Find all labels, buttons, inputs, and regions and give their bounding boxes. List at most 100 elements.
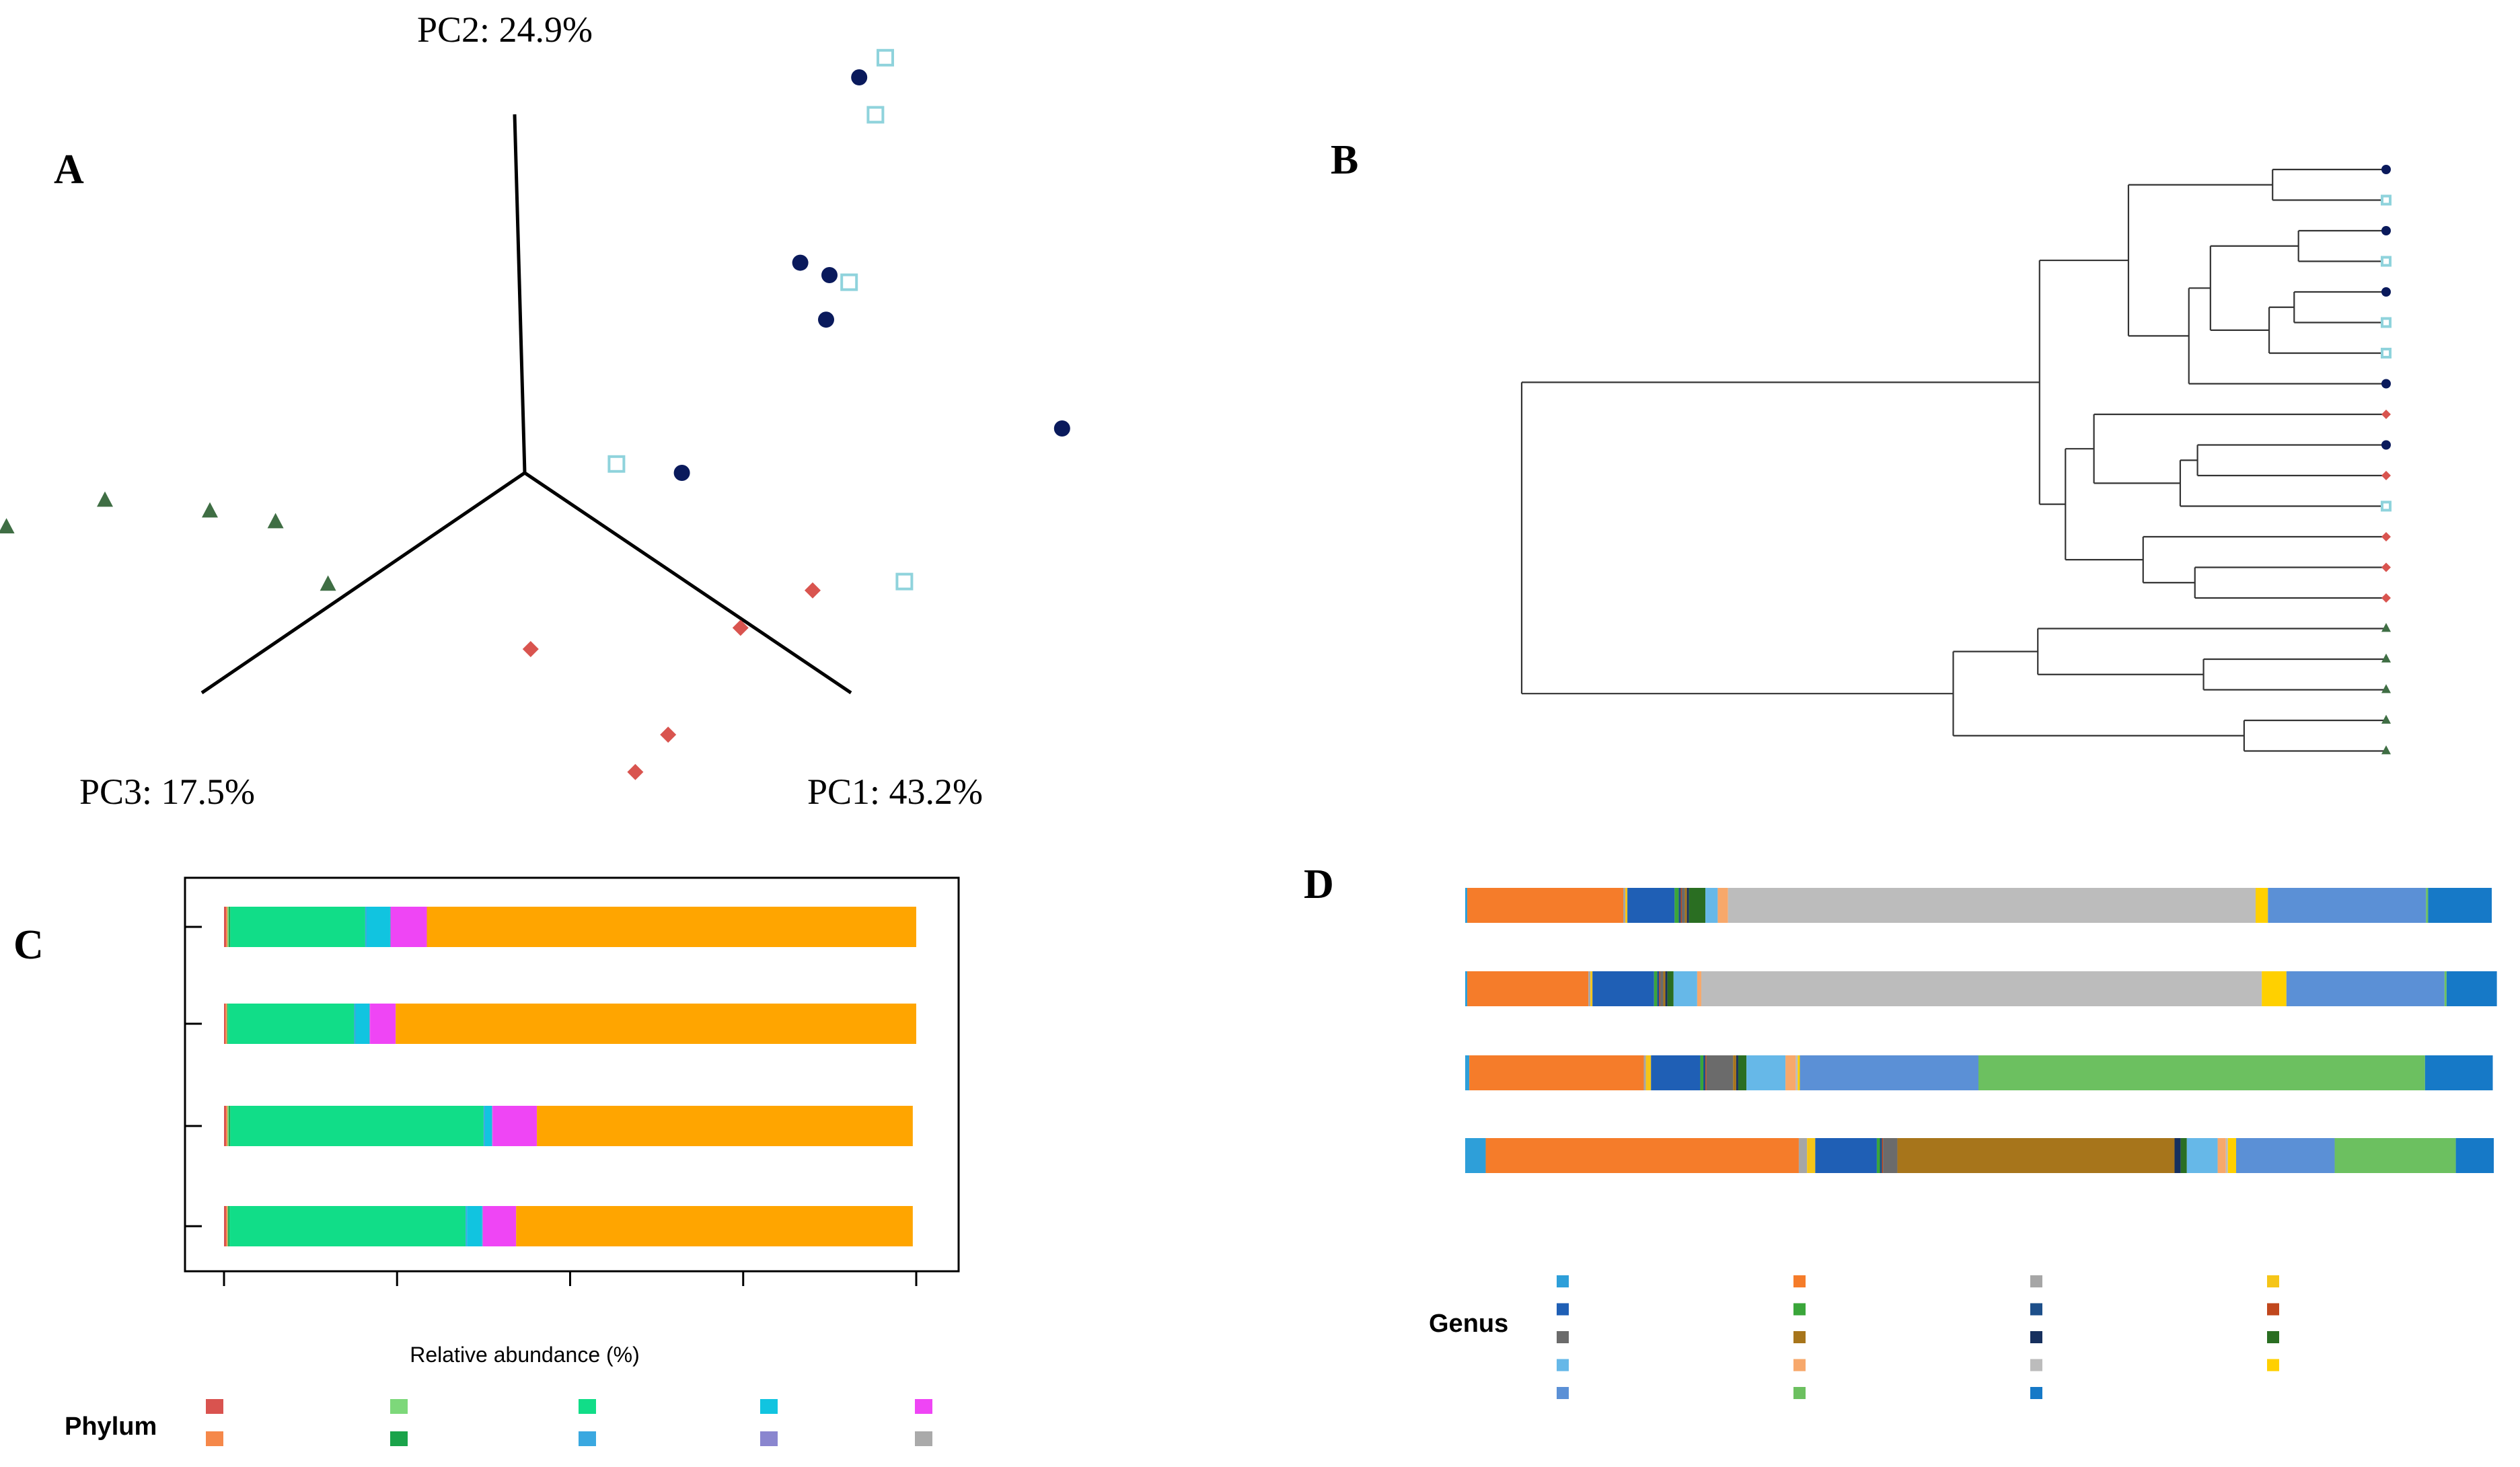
genus-bar-segment-ruminococcus [2236, 1138, 2335, 1173]
phylum-bar-segment-others [427, 907, 916, 947]
phylum-bar-segment-deferribacteres [229, 1106, 231, 1146]
phylum-bar-segment-others [537, 1106, 913, 1146]
genus-bar-segment-coprococcus [1700, 1055, 1704, 1090]
genus-legend-swatch [2267, 1359, 2279, 1371]
pcoa-point-ac [627, 763, 644, 780]
panel-label-a: A [54, 147, 84, 192]
genus-bar-segment-rikenella [2256, 888, 2268, 923]
genus-bar-segment-oscillospira [2186, 1138, 2218, 1173]
genus-bar-segment-allobaculum [1588, 971, 1591, 1006]
genus-bar-segment-bacteroides [1592, 971, 1654, 1006]
pcoa-point-yc [792, 254, 809, 271]
pc1-axis [523, 471, 852, 695]
phylum-bar-segment-tenericutes [467, 1206, 482, 1246]
genus-bar-segment-akkermansia [1485, 1138, 1799, 1173]
phylum-legend-swatch [206, 1399, 223, 1414]
genus-bar-segment-adlercreutzia [1465, 888, 1468, 923]
genus-bar-segment-oscillospira [1746, 1055, 1786, 1090]
genus-bar-segment-rikenella [2262, 971, 2287, 1006]
dendrogram-leaf-marker [2381, 714, 2391, 724]
phylum-bar-segment-others [396, 1004, 916, 1044]
phylum-bar-segment-tenericutes [484, 1106, 492, 1146]
dendrogram-leaf-marker [2381, 532, 2391, 541]
panel-label-d: D [1304, 862, 1334, 907]
phylum-legend-swatch [579, 1431, 596, 1446]
genus-legend [1557, 1275, 2279, 1399]
genus-bar-segment-dorea [1660, 971, 1664, 1006]
genus-bar-segment-akkermansia [1467, 888, 1624, 923]
phylum-bar-segment-proteobacteria [483, 1106, 485, 1146]
genus-bar-segment-dehalobacterium [1880, 1138, 1882, 1173]
phylum-bar-segment-bacteroidetes [226, 1206, 228, 1246]
genus-bar-segment-odoribacter [2180, 1138, 2187, 1173]
phylum-bar-segment-actinobacteria [224, 1206, 227, 1246]
phylum-bar-segment-actinobacteria [224, 1106, 227, 1146]
genus-bar-segment-staphylococcus [2334, 1138, 2456, 1173]
genus-bar-segment-bacteroides [1815, 1138, 1877, 1173]
phylum-bar-segment-cyanobacteria [227, 1106, 229, 1146]
panel-b-dendrogram [1520, 165, 2392, 755]
dendrogram-leaf-marker [2381, 684, 2391, 693]
genus-bar-segment-oscillospira [1705, 888, 1718, 923]
genus-legend-swatch [2030, 1387, 2042, 1399]
pcoa-point-ap [320, 575, 336, 591]
genus-bar-segment-allobaculum [1623, 888, 1626, 923]
genus-bar-segment-adlercreutzia [1465, 1055, 1470, 1090]
phylum-bar-segment-tm7 [369, 1004, 371, 1044]
pc2-axis [513, 114, 527, 474]
pcoa-point-ap [0, 518, 15, 533]
genus-legend-swatch [2267, 1275, 2279, 1287]
genus-legend-swatch [1557, 1387, 1569, 1399]
pcoa-point-yp [895, 572, 914, 591]
genus-bar-segment-odoribacter [1667, 971, 1674, 1006]
genus-bar-segment-ruminococcus [2286, 971, 2445, 1006]
dendrogram-branches [1520, 168, 2385, 752]
phylum-bar-segment-tenericutes [366, 907, 390, 947]
phylum-legend-swatch [915, 1399, 932, 1414]
genus-bar-segment-desulfovibrio [1882, 1138, 1884, 1173]
genus-bar-segment-coprococcus [1654, 971, 1658, 1006]
genus-legend-swatch [2030, 1275, 2042, 1287]
phylum-bar-segment-deferribacteres [227, 1004, 229, 1044]
dendrogram-leaf-marker [2381, 562, 2391, 572]
genus-bar-segment-adlercreutzia [1465, 971, 1468, 1006]
genus-bar-segment-akkermansia [1467, 971, 1589, 1006]
pcoa-point-yp [866, 106, 885, 124]
phylum-bar-segment-proteobacteria [466, 1206, 468, 1246]
genus-bar-segment-lactobacillus [1733, 1055, 1736, 1090]
dendrogram-leaf-marker [2381, 317, 2392, 328]
pcoa-point-yc [851, 69, 868, 85]
genus-bar-segment-desulfovibrio [1705, 1055, 1707, 1090]
pc3-axis-label: PC3: 17.5% [79, 772, 255, 812]
phylum-bar-segment-actinobacteria [224, 1004, 226, 1044]
genus-legend-swatch [1793, 1359, 1806, 1371]
phylum-bar-segment-bacteroidetes [225, 1004, 227, 1044]
dendrogram-leaf-marker [2381, 194, 2392, 206]
phylum-bar-segment-tm7 [482, 1206, 483, 1246]
dendrogram-leaf-marker [2381, 653, 2391, 663]
genus-bar-segment-allobaculum [1798, 1138, 1808, 1173]
genus-bar-segment-prevotella [1728, 888, 2256, 923]
pcoa-point-yc [673, 465, 690, 481]
genus-bar-segment-anaeroplasma [1590, 971, 1593, 1006]
pcoa-point-yc [821, 267, 838, 283]
pcoa-point-ap [202, 502, 218, 518]
pcoa-point-yc [818, 311, 834, 328]
genus-bar-segment-akkermansia [1469, 1055, 1644, 1090]
genus-bar-segment-bacteroides [1651, 1055, 1701, 1090]
genus-bar-segment-sutterella [2428, 888, 2492, 923]
dendrogram-leaves [2381, 165, 2392, 755]
phylum-bar-segment-proteobacteria [354, 1004, 356, 1044]
panel-c-phylum-chart: Relative abundance (%) Phylum [65, 876, 960, 1446]
genus-bar-segment-sutterella [2446, 971, 2497, 1006]
phylum-legend-title: Phylum [65, 1413, 157, 1441]
phylum-bar-segment-others [516, 1206, 913, 1246]
phylum-legend [206, 1399, 932, 1446]
pcoa-point-yp [607, 455, 626, 473]
genus-bars [1465, 888, 2497, 1173]
genus-bar-segment-dorea [1706, 1055, 1734, 1090]
genus-legend-swatch [2267, 1303, 2279, 1316]
genus-legend-swatch [1793, 1387, 1806, 1399]
genus-legend-title: Genus [1429, 1310, 1508, 1338]
phylum-x-axis [185, 926, 918, 1286]
